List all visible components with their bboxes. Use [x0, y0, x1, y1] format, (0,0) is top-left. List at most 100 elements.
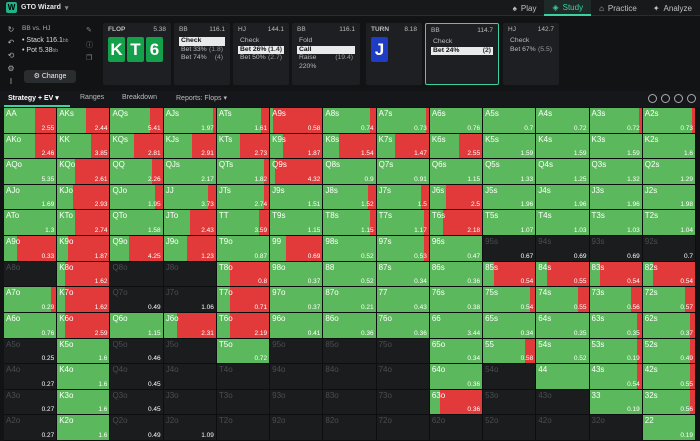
hand-cell[interactable]: K3s 1.59: [589, 133, 643, 160]
hand-cell[interactable]: Q5s 1.33: [483, 159, 537, 185]
hand-cell[interactable]: A3o 0.27: [4, 389, 58, 416]
hand-cell[interactable]: Q5o 0.46: [110, 338, 164, 365]
hand-cell[interactable]: 42o: [536, 415, 590, 441]
hand-cell[interactable]: JJ 3.73: [163, 184, 217, 211]
hand-cell[interactable]: Q8s 0.9: [323, 159, 377, 185]
hand-cell[interactable]: KK 3.85: [57, 133, 111, 160]
brand[interactable]: W GTO Wizard ▾: [6, 2, 68, 13]
hand-cell[interactable]: A2s 0.73: [642, 108, 696, 134]
hand-cell[interactable]: 76s 0.38: [429, 287, 484, 313]
hand-cell[interactable]: AQo 5.35: [4, 159, 58, 185]
hand-cell[interactable]: QJs 2.17: [163, 159, 217, 185]
hand-cell[interactable]: 64s 0.35: [536, 312, 590, 339]
refresh-icon[interactable]: ↻: [7, 25, 15, 34]
hand-cell[interactable]: A9o 0.33: [4, 236, 58, 262]
hand-cell[interactable]: A8o: [4, 261, 58, 288]
hand-cell[interactable]: T4o: [216, 364, 271, 390]
hand-cell[interactable]: Q6s 1.15: [429, 159, 484, 185]
hand-cell[interactable]: K4s 1.59: [536, 133, 590, 160]
hand-cell[interactable]: Q7s 0.91: [376, 159, 430, 185]
action-option[interactable]: Bet 24% (2): [431, 46, 493, 55]
hand-cell[interactable]: T6s 2.18: [429, 210, 484, 237]
nav-play[interactable]: ♠ Play: [505, 0, 545, 16]
hand-cell[interactable]: 42s 0.55: [642, 364, 696, 390]
nav-study[interactable]: ◈ Study: [544, 0, 592, 16]
hand-cell[interactable]: ATo 1.3: [4, 210, 58, 237]
hand-cell[interactable]: A7s 0.73: [376, 108, 430, 134]
hand-cell[interactable]: T4s 1.03: [536, 210, 590, 237]
hand-cell[interactable]: QQ 2.26: [110, 159, 164, 185]
hand-cell[interactable]: K4o 1.6: [57, 364, 111, 390]
hand-cell[interactable]: 97s 0.53: [376, 236, 430, 262]
hand-cell[interactable]: T5o 0.72: [216, 338, 271, 365]
nav-analyze[interactable]: ✦ Analyze: [645, 0, 700, 16]
tab-strategy-ev[interactable]: Strategy + EV ▾: [8, 94, 59, 102]
hand-cell[interactable]: 84o: [323, 364, 377, 390]
action-option[interactable]: Check: [431, 38, 493, 47]
hand-cell[interactable]: Q7o 0.49: [110, 287, 164, 313]
hand-cell[interactable]: T3o: [216, 389, 271, 416]
action-option[interactable]: Bet 67% (5.5): [508, 46, 554, 55]
hand-cell[interactable]: AKs 2.44: [57, 108, 111, 134]
hand-cell[interactable]: QJo 1.95: [110, 184, 164, 211]
hand-cell[interactable]: 94o: [270, 364, 324, 390]
hand-cell[interactable]: T7o 0.71: [216, 287, 271, 313]
hand-cell[interactable]: 65s 0.34: [483, 312, 537, 339]
hand-cell[interactable]: J6o 2.31: [163, 312, 217, 339]
hand-cell[interactable]: AJs 1.97: [163, 108, 217, 134]
hand-cell[interactable]: 93o: [270, 389, 324, 416]
hand-cell[interactable]: AA 2.55: [4, 108, 58, 134]
view-quarter-icon[interactable]: [674, 94, 683, 103]
hand-cell[interactable]: 96o 0.41: [270, 312, 324, 339]
hand-cell[interactable]: KTs 2.73: [216, 133, 271, 160]
edit-icon[interactable]: ✎: [86, 27, 92, 34]
hand-cell[interactable]: 63s 0.35: [589, 312, 643, 339]
hand-cell[interactable]: A6s 0.76: [429, 108, 484, 134]
action-option[interactable]: Check: [179, 37, 225, 46]
action-option[interactable]: Call: [297, 45, 355, 54]
hand-cell[interactable]: 32s 0.56: [642, 389, 696, 416]
hand-cell[interactable]: 22 0.19: [642, 415, 696, 441]
hand-cell[interactable]: J8o: [163, 261, 217, 288]
reset-icon[interactable]: ⟲: [7, 51, 15, 60]
cursor-icon[interactable]: I: [9, 77, 13, 86]
change-button[interactable]: ⚙ Change: [24, 70, 76, 83]
hand-cell[interactable]: Q8o: [110, 261, 164, 288]
action-box-bb2[interactable]: BB 116.1 Fold Call Raise 220% (19.4): [292, 23, 360, 85]
hand-cell[interactable]: 66 3.44: [429, 312, 484, 339]
action-box-hj2[interactable]: HJ 142.7 Check Bet 67% (5.5): [503, 23, 559, 85]
hand-cell[interactable]: T8s 1.15: [323, 210, 377, 237]
hand-cell[interactable]: Q9s 4.32: [270, 159, 324, 185]
hand-cell[interactable]: 74o: [376, 364, 430, 390]
hand-cell[interactable]: K5s 1.59: [483, 133, 537, 160]
hand-cell[interactable]: 97o 0.37: [270, 287, 324, 313]
action-option[interactable]: Check: [508, 37, 554, 46]
hand-cell[interactable]: JTs 2.74: [216, 184, 271, 211]
hand-cell[interactable]: Q9o 4.25: [110, 236, 164, 262]
view-list-icon[interactable]: [687, 94, 696, 103]
hand-cell[interactable]: 98s 0.52: [323, 236, 377, 262]
undo-icon[interactable]: ↶: [7, 38, 15, 47]
hand-cell[interactable]: A2o 0.27: [4, 415, 58, 441]
hand-cell[interactable]: 65o 0.34: [429, 338, 484, 365]
hand-cell[interactable]: 62o: [429, 415, 484, 441]
hand-cell[interactable]: 83s 0.54: [589, 261, 643, 288]
hand-cell[interactable]: 74s 0.55: [536, 287, 590, 313]
hand-cell[interactable]: 84s 0.55: [536, 261, 590, 288]
hand-cell[interactable]: 92s 0.7: [642, 236, 696, 262]
tab-reports[interactable]: Reports: Flops ▾: [176, 94, 227, 102]
hand-cell[interactable]: QTo 1.58: [110, 210, 164, 237]
hand-cell[interactable]: K7s 1.47: [376, 133, 430, 160]
action-option[interactable]: Raise 220% (19.4): [297, 54, 355, 70]
hand-cell[interactable]: T5s 1.07: [483, 210, 537, 237]
hand-cell[interactable]: K3o 1.6: [57, 389, 111, 416]
hand-cell[interactable]: K5o 1.6: [57, 338, 111, 365]
hand-cell[interactable]: A3s 0.72: [589, 108, 643, 134]
hand-cell[interactable]: A4o 0.27: [4, 364, 58, 390]
hand-cell[interactable]: 95s 0.67: [483, 236, 537, 262]
hand-cell[interactable]: 92o: [270, 415, 324, 441]
settings-icon[interactable]: ⚙: [7, 64, 15, 73]
hand-cell[interactable]: AKo 2.46: [4, 133, 58, 160]
hand-cell[interactable]: J8s 1.52: [323, 184, 377, 211]
hand-cell[interactable]: 87s 0.34: [376, 261, 430, 288]
